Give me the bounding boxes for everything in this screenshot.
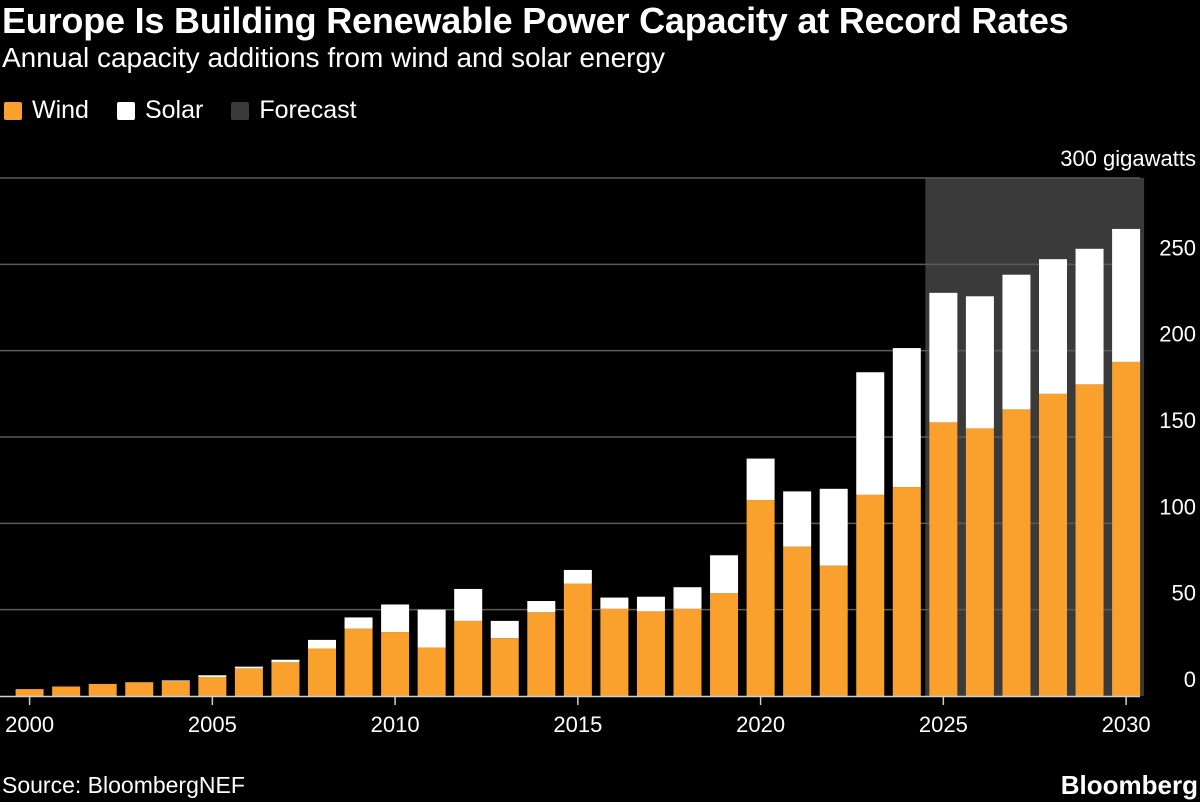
bar-solar-2005 — [198, 675, 227, 678]
bar-wind-2023 — [856, 494, 885, 696]
bar-wind-2010 — [381, 632, 410, 696]
x-tick-label-2025: 2025 — [919, 712, 968, 737]
x-tick-label-2015: 2015 — [553, 712, 602, 737]
source-note: Source: BloombergNEF — [2, 772, 245, 798]
bar-wind-2001 — [52, 686, 81, 696]
legend-item-solar: Solar — [116, 96, 204, 125]
bar-solar-2027 — [1002, 274, 1031, 410]
bar-wind-2026 — [965, 428, 994, 696]
bar-wind-2018 — [673, 608, 702, 696]
bar-wind-2005 — [198, 677, 227, 696]
bar-wind-2003 — [125, 682, 154, 696]
bar-solar-2025 — [929, 292, 958, 423]
bar-wind-2030 — [1112, 361, 1141, 696]
legend-label-wind: Wind — [32, 96, 89, 124]
bar-solar-2019 — [710, 555, 739, 594]
bar-wind-2027 — [1002, 409, 1031, 696]
bar-solar-2024 — [892, 348, 921, 488]
bar-wind-2006 — [234, 668, 263, 696]
bar-wind-2029 — [1075, 384, 1104, 696]
bar-wind-2024 — [892, 487, 921, 696]
bar-solar-2013 — [490, 620, 519, 639]
bar-wind-2022 — [819, 565, 848, 696]
bar-wind-2009 — [344, 628, 373, 696]
bar-wind-2007 — [271, 662, 300, 696]
legend-label-forecast: Forecast — [259, 96, 357, 124]
bar-wind-2020 — [746, 500, 775, 696]
legend-swatch-solar — [116, 101, 135, 120]
x-tick-label-2020: 2020 — [736, 712, 785, 737]
bar-wind-2019 — [710, 593, 739, 696]
bar-solar-2018 — [673, 587, 702, 609]
y-tick-label-250: 250 — [1159, 235, 1196, 260]
bar-wind-2000 — [15, 689, 44, 696]
bar-solar-2023 — [856, 372, 885, 495]
bar-wind-2025 — [929, 422, 958, 696]
legend-item-forecast: Forecast — [231, 96, 357, 125]
legend: Wind Solar Forecast — [4, 96, 385, 125]
y-tick-label-200: 200 — [1159, 322, 1196, 347]
bar-solar-2017 — [636, 596, 665, 612]
bar-solar-2028 — [1039, 259, 1067, 394]
bar-solar-2012 — [454, 588, 483, 621]
bar-solar-2029 — [1075, 248, 1104, 385]
y-unit-label: 300 gigawatts — [1060, 146, 1196, 171]
bar-wind-2002 — [88, 683, 117, 696]
chart-title: Europe Is Building Renewable Power Capac… — [2, 0, 1069, 41]
x-tick-label-2030: 2030 — [1102, 712, 1151, 737]
bar-solar-2009 — [344, 617, 373, 629]
brand-logo-text: Bloomberg — [1060, 770, 1198, 800]
bar-wind-2014 — [527, 612, 556, 696]
legend-item-wind: Wind — [4, 96, 89, 125]
bar-wind-2004 — [161, 681, 190, 696]
x-tick-label-2010: 2010 — [371, 712, 420, 737]
bar-wind-2013 — [490, 638, 519, 696]
bar-solar-2011 — [417, 609, 446, 648]
bar-solar-2004 — [161, 680, 190, 682]
bar-solar-2022 — [819, 488, 848, 566]
bar-solar-2020 — [746, 458, 775, 501]
bar-wind-2011 — [417, 647, 446, 696]
legend-swatch-forecast — [231, 101, 250, 120]
bar-solar-2015 — [563, 569, 592, 584]
bar-solar-2007 — [271, 659, 300, 663]
legend-swatch-wind — [4, 101, 22, 120]
x-tick-label-2005: 2005 — [188, 712, 237, 737]
bar-solar-2006 — [234, 666, 263, 669]
chart-subtitle: Annual capacity additions from wind and … — [2, 42, 666, 73]
bar-wind-2015 — [563, 583, 592, 696]
bar-solar-2030 — [1112, 228, 1141, 362]
bar-solar-2014 — [527, 601, 556, 613]
legend-label-solar: Solar — [144, 96, 204, 124]
bar-solar-2016 — [600, 597, 629, 609]
bar-solar-2010 — [381, 604, 410, 633]
bar-chart: 0 50 100 150 200 250 300 gigawatts 2000 2005 2010… — [0, 146, 1196, 737]
y-tick-label-0: 0 — [1184, 667, 1196, 692]
bar-wind-2028 — [1039, 393, 1067, 696]
bar-wind-2008 — [308, 648, 336, 696]
y-tick-label-100: 100 — [1159, 494, 1196, 519]
y-tick-label-150: 150 — [1159, 408, 1196, 433]
bar-solar-2008 — [308, 639, 336, 649]
y-tick-label-50: 50 — [1172, 581, 1196, 606]
bar-solar-2021 — [783, 491, 812, 547]
bar-wind-2016 — [600, 608, 629, 696]
x-tick-label-2000: 2000 — [5, 712, 54, 737]
bar-solar-2026 — [965, 296, 994, 429]
bar-wind-2017 — [636, 611, 665, 696]
bar-wind-2021 — [783, 546, 812, 696]
bar-wind-2012 — [454, 620, 483, 696]
